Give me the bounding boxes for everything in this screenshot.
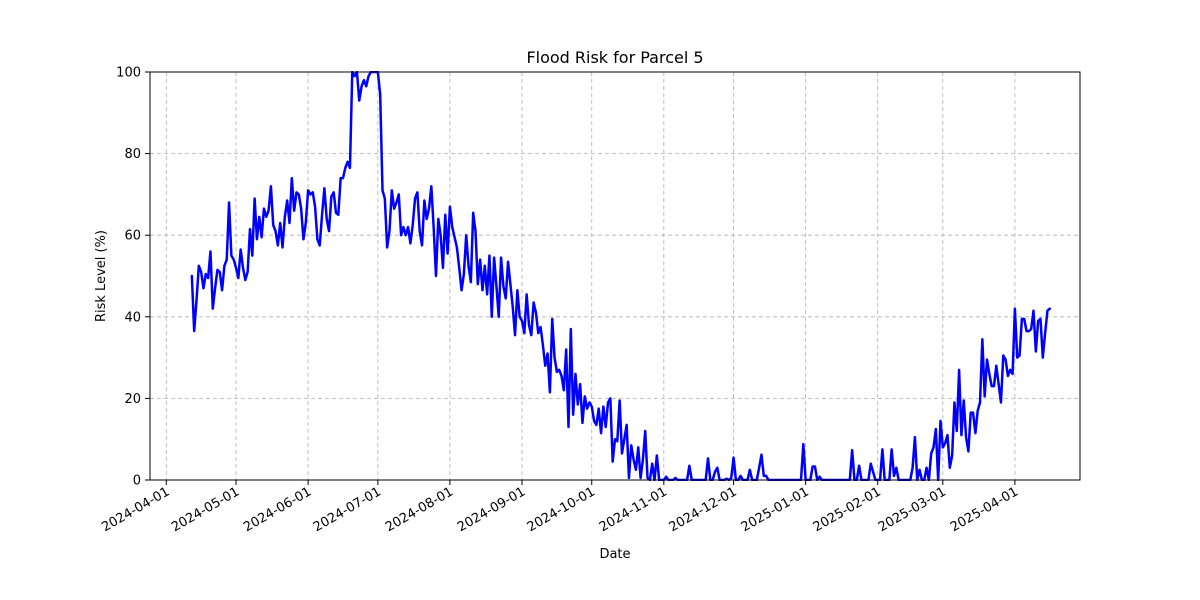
y-tick-label: 40 bbox=[124, 310, 141, 325]
y-axis-label: Risk Level (%) bbox=[94, 230, 109, 322]
y-tick-label: 20 bbox=[124, 392, 141, 407]
chart-title: Flood Risk for Parcel 5 bbox=[526, 48, 703, 67]
series-layer bbox=[190, 71, 1052, 481]
plot-frame bbox=[149, 71, 1081, 481]
y-tick-label: 60 bbox=[124, 229, 141, 244]
y-tick-label: 0 bbox=[133, 474, 141, 489]
x-axis-label: Date bbox=[599, 547, 630, 562]
series-line bbox=[190, 71, 1052, 481]
y-tick-label: 80 bbox=[124, 147, 141, 162]
y-tick-label: 100 bbox=[116, 66, 141, 81]
